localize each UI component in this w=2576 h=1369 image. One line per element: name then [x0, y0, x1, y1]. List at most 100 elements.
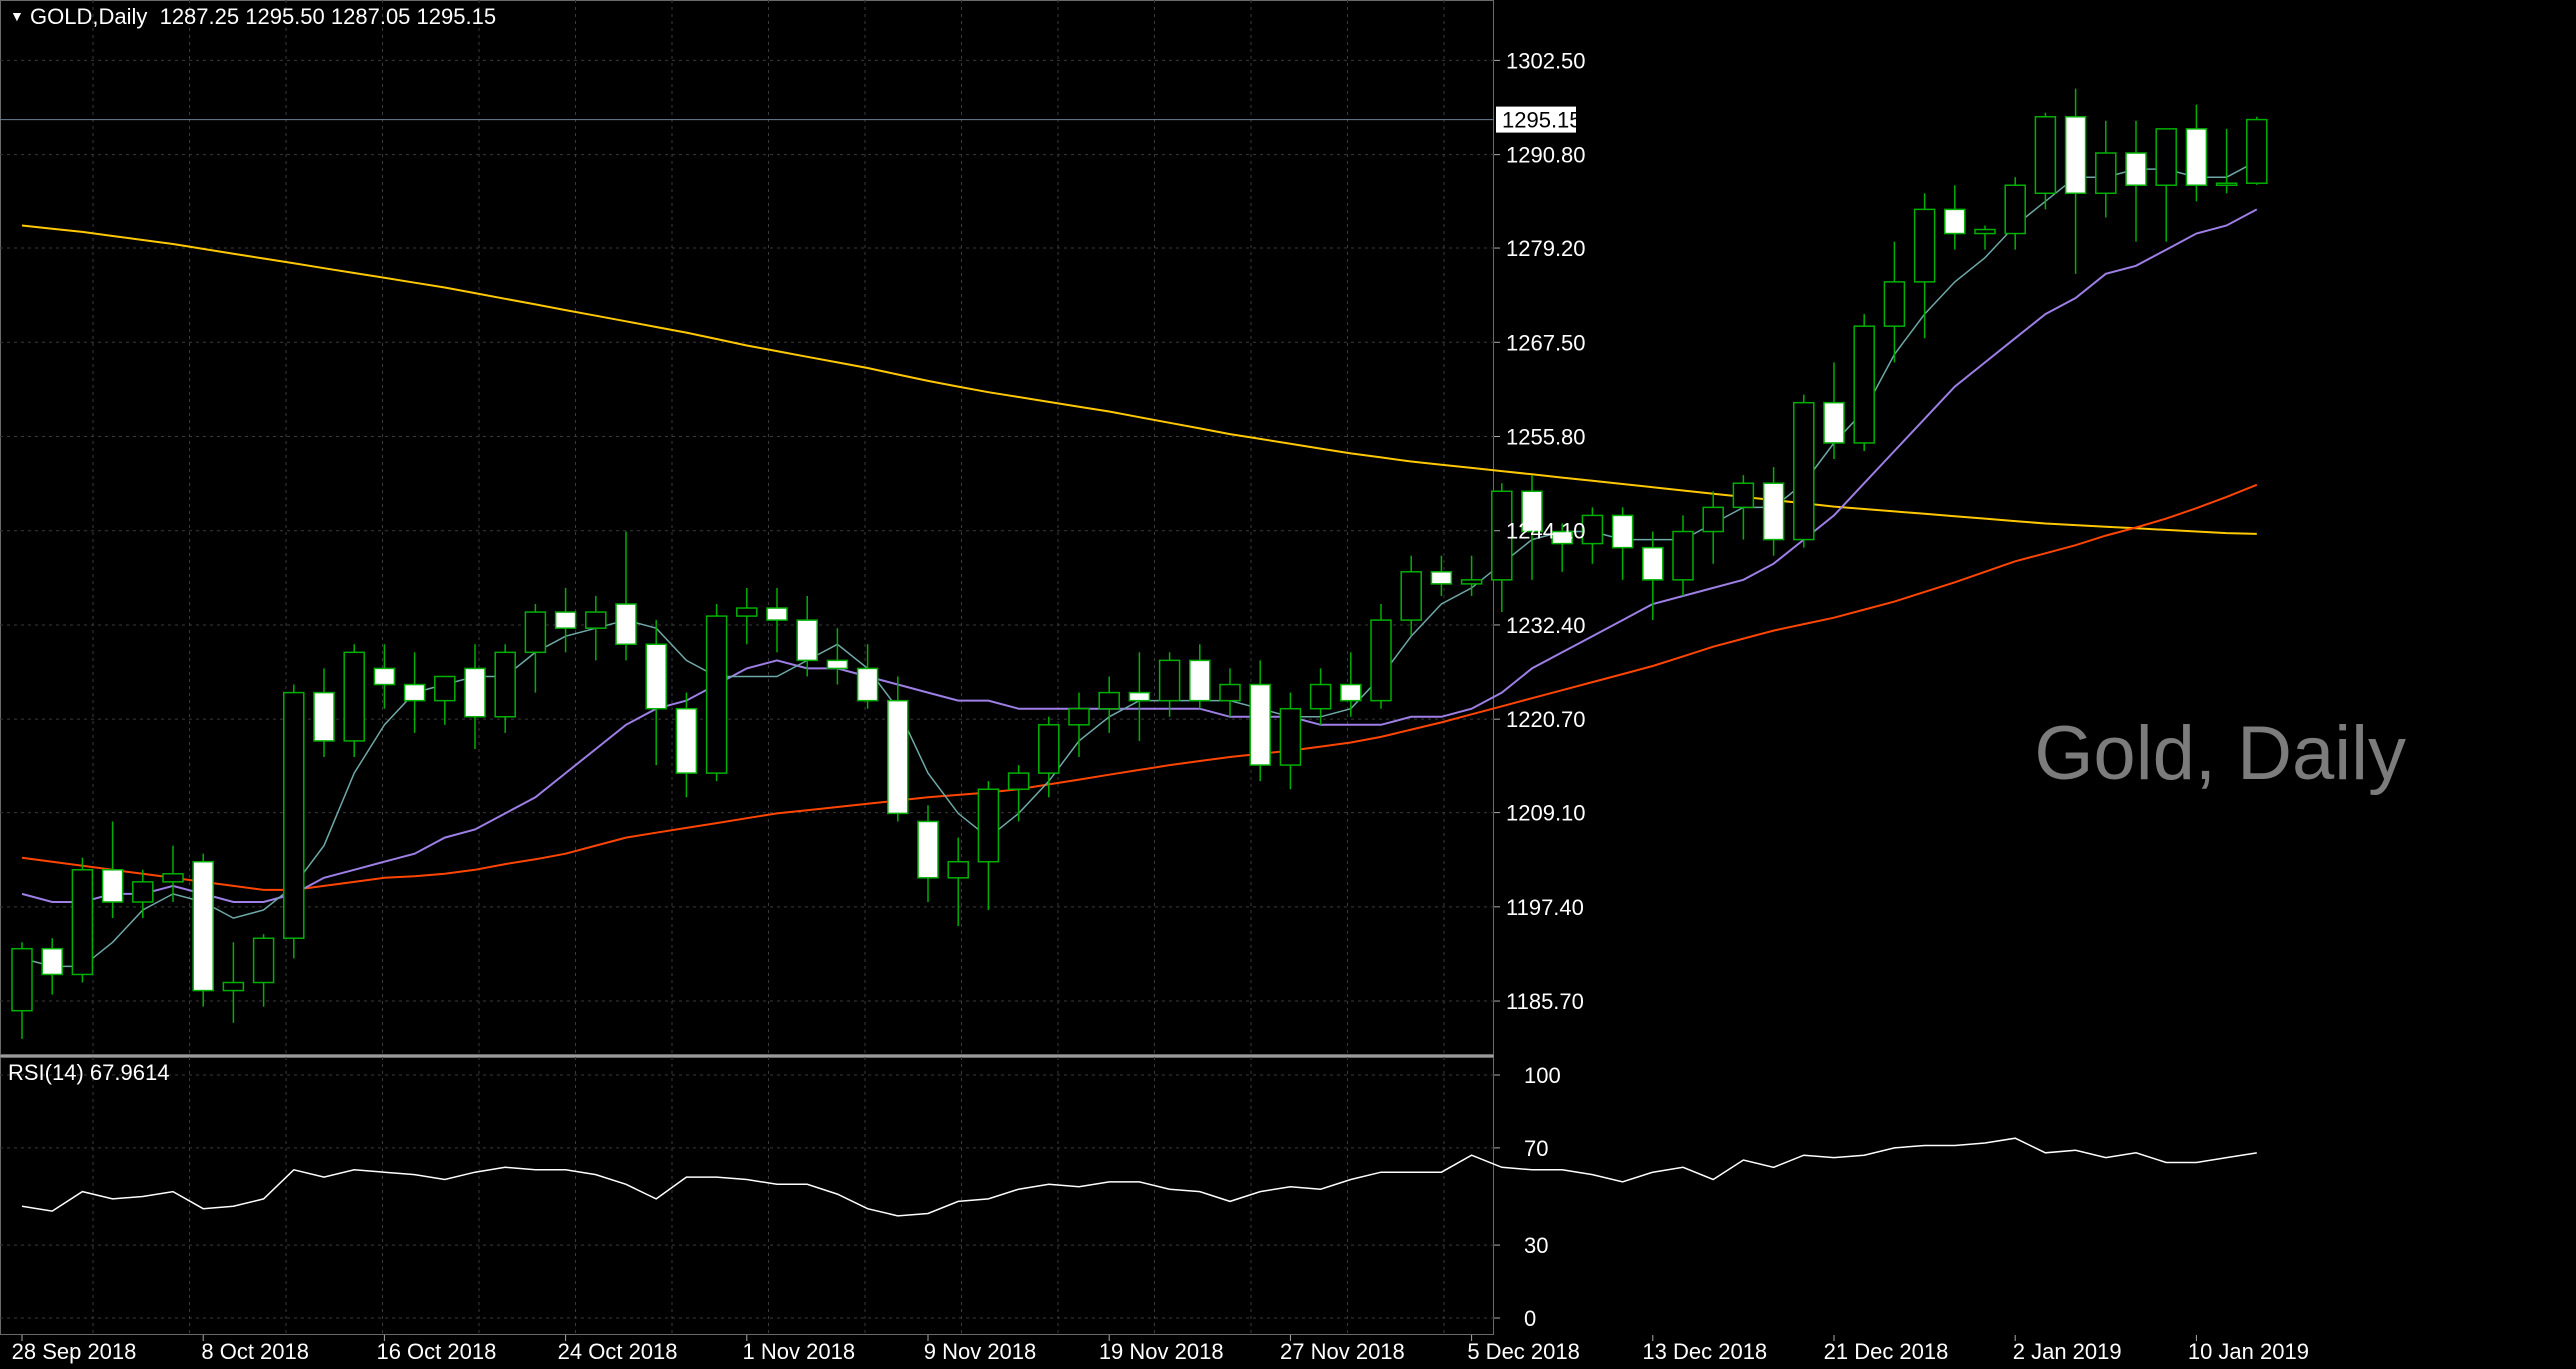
candle [615, 531, 637, 661]
candle-body-bull [2004, 184, 2026, 235]
candle-body-bear [887, 699, 909, 815]
candle [585, 595, 607, 661]
candle-body-bull [1007, 772, 1030, 790]
candle [434, 675, 456, 725]
rsi-line [21, 1137, 2257, 1217]
candle-body-bear [1128, 691, 1151, 702]
candle-body-bear [403, 683, 426, 702]
candle-body-bear [917, 820, 939, 879]
candle-body-bull [1460, 579, 1483, 585]
ma-200-line [21, 224, 2257, 535]
candle-body-bear [1823, 401, 1845, 444]
date-tick-label: 5 Dec 2018 [1467, 1339, 1580, 1364]
rsi-tick-label: 30 [1524, 1233, 1548, 1258]
candle-body-bear [826, 659, 849, 670]
candle-body-bear [1642, 546, 1664, 581]
candle [1823, 362, 1845, 460]
candle-body-bull [705, 615, 728, 774]
candle [1460, 555, 1483, 596]
price-tick-label: 1302.50 [1506, 48, 1586, 73]
candle [1732, 475, 1755, 540]
ma-long-line [21, 483, 2258, 891]
candle-body-bull [252, 937, 275, 984]
candle [856, 644, 879, 709]
price-tick-label: 1255.80 [1506, 424, 1586, 449]
candle [1430, 555, 1453, 596]
candle-body-bear [2125, 152, 2147, 186]
candle [1370, 604, 1392, 709]
date-tick-label: 9 Nov 2018 [924, 1339, 1037, 1364]
date-tick-label: 10 Jan 2019 [2188, 1339, 2309, 1364]
candles [11, 88, 2268, 1039]
price-tick-label: 1244.10 [1506, 519, 1586, 544]
header-menu-triangle-icon[interactable]: ▼ [10, 8, 24, 24]
candle-body-bull [283, 691, 305, 939]
candle-body-bull [494, 651, 516, 718]
candle-body-bear [2185, 128, 2208, 186]
date-tick-label: 13 Dec 2018 [1642, 1339, 1767, 1364]
candle-body-bear [464, 667, 486, 718]
candle [2215, 128, 2238, 194]
candle-body-bull [585, 611, 607, 629]
candle [71, 857, 94, 983]
candle [2064, 88, 2087, 274]
candle-body-bear [373, 667, 396, 686]
candle-body-bull [71, 869, 94, 976]
candle-body-bull [11, 947, 33, 1012]
candle-body-bull [1370, 619, 1392, 702]
candle-body-bull [2095, 152, 2117, 195]
ma-mid-line [21, 208, 2258, 903]
header-symbol: GOLD,Daily [29, 4, 148, 29]
candle-body-bear [1521, 490, 1543, 533]
candle [826, 628, 849, 685]
candle-body-bear [796, 619, 818, 662]
candle-body-bear [766, 607, 788, 621]
date-axis: 28 Sep 2018 8 Oct 2018 16 Oct 2018 24 Oct 2… [12, 1335, 2309, 1364]
date-tick-label: 2 Jan 2019 [2013, 1339, 2122, 1364]
candle [222, 942, 245, 1023]
candle [1581, 507, 1604, 564]
candle [1007, 765, 1030, 822]
candle-body-bull [524, 611, 547, 654]
candle [1189, 644, 1211, 709]
candle [1219, 668, 1241, 717]
candle-body-bear [1551, 530, 1573, 545]
rsi-tick-label: 0 [1524, 1306, 1536, 1331]
candle [675, 692, 698, 798]
rsi-tick-label: 100 [1524, 1063, 1561, 1088]
candle [41, 938, 63, 995]
candle [403, 652, 426, 733]
candle [1762, 467, 1785, 556]
candle [554, 587, 577, 653]
candle [796, 595, 818, 677]
header-low: 1287.05 [330, 4, 411, 29]
price-tick-label: 1290.80 [1506, 143, 1586, 168]
date-tick-label: 21 Dec 2018 [1824, 1339, 1949, 1364]
candle [343, 644, 365, 758]
candle-body-bull [1279, 707, 1302, 766]
candle-body-bear [2064, 116, 2087, 195]
candle-body-bull [343, 651, 365, 742]
candle [283, 684, 305, 959]
candle-body-bull [1853, 325, 1875, 444]
rsi-axis: 100 70 30 0 [1494, 1063, 1561, 1331]
candle [1913, 193, 1936, 339]
candle [1491, 483, 1513, 613]
candle [1068, 692, 1090, 758]
candle [1128, 652, 1151, 741]
candle [1249, 660, 1271, 782]
date-tick-label: 1 Nov 2018 [743, 1339, 856, 1364]
candle [101, 821, 124, 919]
candle [766, 587, 788, 653]
date-tick-label: 24 Oct 2018 [558, 1339, 678, 1364]
candle-body-bull [1098, 691, 1120, 710]
candle-body-bear [1189, 659, 1211, 702]
candle [1702, 491, 1724, 564]
candle-body-bull [1732, 482, 1755, 509]
candle [1551, 523, 1573, 572]
candle [2125, 120, 2147, 242]
chart-header: ▼ GOLD,Daily 1287.25 1295.50 1287.05 129… [10, 4, 496, 30]
candle-body-bull [132, 881, 154, 903]
candle-body-bull [1068, 707, 1090, 726]
